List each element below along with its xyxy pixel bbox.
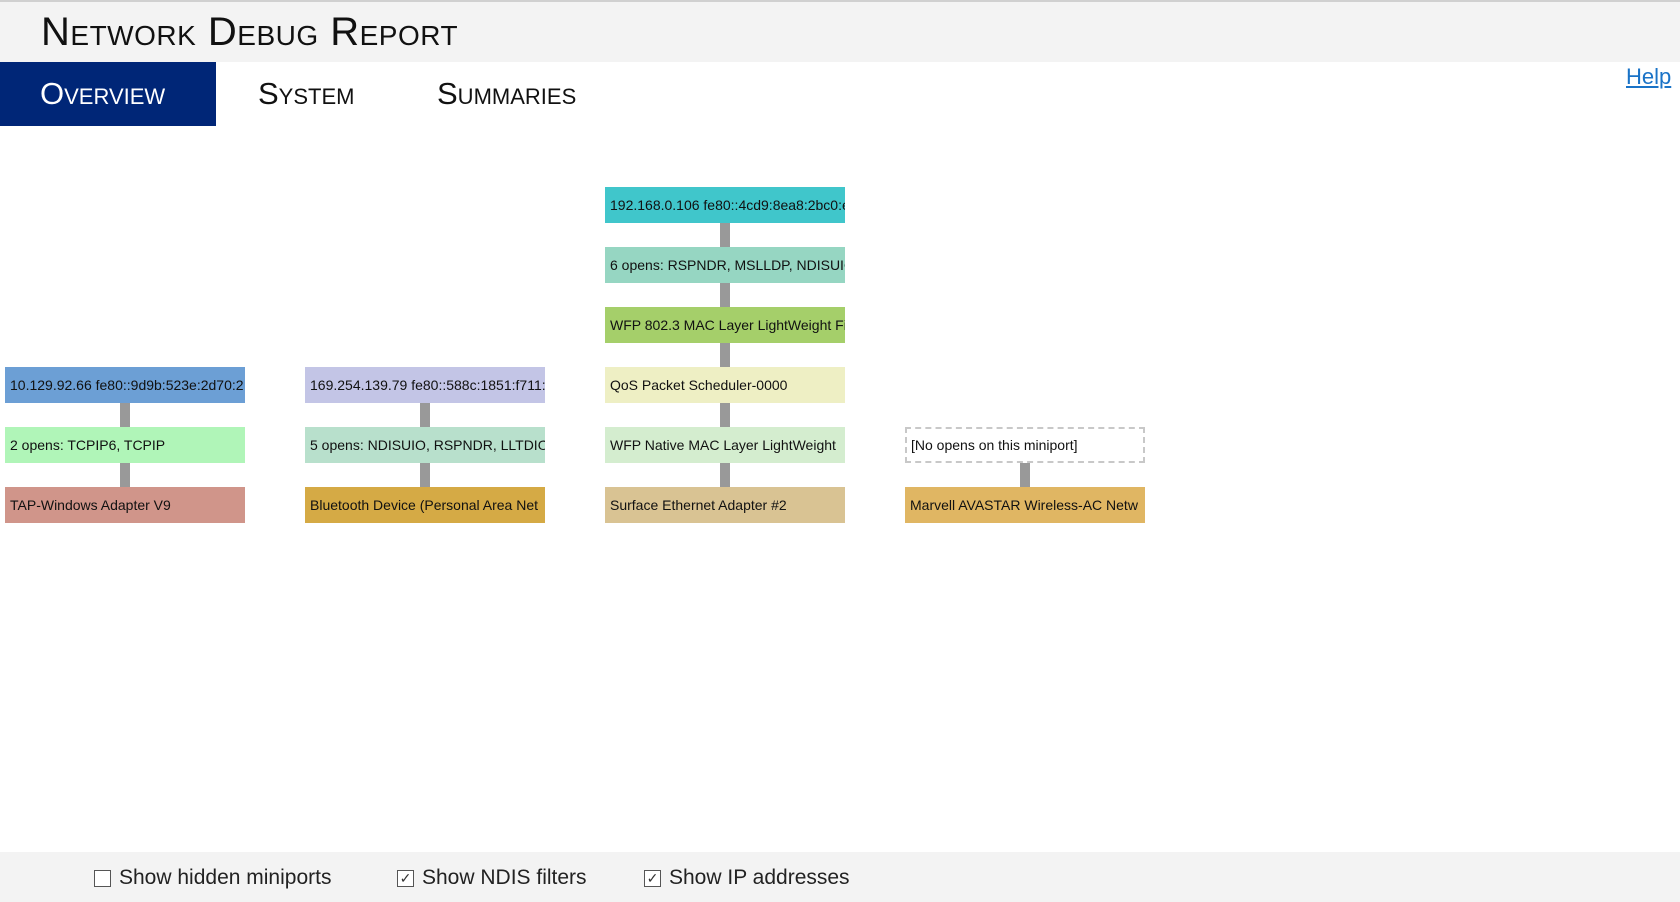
stack-node[interactable]: Surface Ethernet Adapter #2 bbox=[605, 487, 845, 523]
window-top-border bbox=[0, 0, 1680, 2]
tab-overview[interactable]: Overview bbox=[0, 62, 216, 126]
stack-node[interactable]: QoS Packet Scheduler-0000 bbox=[605, 367, 845, 403]
show-hidden-miniports-checkbox[interactable]: Show hidden miniports bbox=[94, 866, 331, 890]
stack-connector bbox=[720, 223, 730, 247]
checkbox-label: Show IP addresses bbox=[669, 866, 850, 889]
stack-node[interactable]: TAP-Windows Adapter V9 bbox=[5, 487, 245, 523]
show-ip-addresses-checkbox[interactable]: ✓ Show IP addresses bbox=[644, 866, 850, 890]
stack-node[interactable]: WFP 802.3 MAC Layer LightWeight Fi bbox=[605, 307, 845, 343]
stack-node[interactable]: 2 opens: TCPIP6, TCPIP bbox=[5, 427, 245, 463]
help-link[interactable]: Help bbox=[1626, 64, 1672, 89]
tab-summaries[interactable]: Summaries bbox=[437, 76, 577, 111]
page-title: Network Debug Report bbox=[41, 10, 459, 54]
stack-node[interactable]: 5 opens: NDISUIO, RSPNDR, LLTDIO, bbox=[305, 427, 545, 463]
stack-node[interactable]: 169.254.139.79 fe80::588c:1851:f711: bbox=[305, 367, 545, 403]
stack-connector bbox=[1020, 463, 1030, 487]
show-ndis-filters-checkbox[interactable]: ✓ Show NDIS filters bbox=[397, 866, 587, 890]
stack-connector bbox=[720, 343, 730, 367]
stack-connector bbox=[720, 283, 730, 307]
header-bar: Network Debug Report bbox=[0, 2, 1680, 62]
stack-connector bbox=[720, 463, 730, 487]
checkbox-label: Show NDIS filters bbox=[422, 866, 587, 889]
checkbox-box[interactable]: ✓ bbox=[397, 869, 414, 887]
stack-node[interactable]: WFP Native MAC Layer LightWeight bbox=[605, 427, 845, 463]
stack-connector bbox=[420, 403, 430, 427]
stack-node[interactable]: Bluetooth Device (Personal Area Net bbox=[305, 487, 545, 523]
tab-system[interactable]: System bbox=[258, 76, 355, 111]
footer-options-bar: Show hidden miniports ✓ Show NDIS filter… bbox=[0, 852, 1680, 902]
stack-connector bbox=[720, 403, 730, 427]
checkbox-box[interactable] bbox=[94, 869, 111, 887]
stack-node[interactable]: 6 opens: RSPNDR, MSLLDP, NDISUIO bbox=[605, 247, 845, 283]
checkbox-label: Show hidden miniports bbox=[119, 866, 332, 889]
stack-connector bbox=[420, 463, 430, 487]
stack-node[interactable]: 192.168.0.106 fe80::4cd9:8ea8:2bc0:e bbox=[605, 187, 845, 223]
stack-connector bbox=[120, 403, 130, 427]
stack-node[interactable]: 10.129.92.66 fe80::9d9b:523e:2d70:2 bbox=[5, 367, 245, 403]
stack-node[interactable]: Marvell AVASTAR Wireless-AC Netw bbox=[905, 487, 1145, 523]
stack-node[interactable]: [No opens on this miniport] bbox=[905, 427, 1145, 463]
stack-connector bbox=[120, 463, 130, 487]
checkbox-box[interactable]: ✓ bbox=[644, 869, 661, 887]
